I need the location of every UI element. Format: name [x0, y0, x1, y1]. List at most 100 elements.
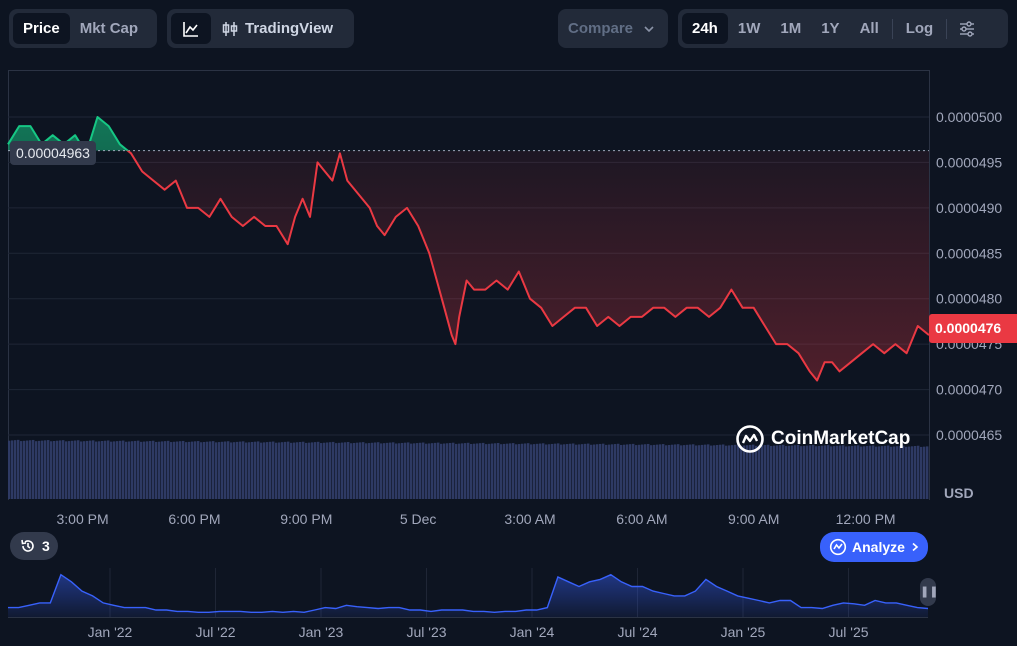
- volume-bar: [191, 441, 194, 499]
- volume-bar: [155, 441, 158, 499]
- volume-bar: [506, 443, 509, 499]
- volume-bar: [617, 443, 620, 499]
- volume-bar: [65, 441, 68, 499]
- y-tick-label: 0.0000500: [936, 109, 1002, 125]
- analyze-label: Analyze: [852, 539, 905, 555]
- volume-bar: [533, 444, 536, 499]
- volume-bar: [431, 443, 434, 499]
- volume-bar: [536, 443, 539, 499]
- volume-bar: [134, 440, 137, 499]
- volume-bar: [767, 444, 770, 499]
- volume-bar: [83, 441, 86, 499]
- volume-bar: [608, 444, 611, 499]
- volume-bar: [860, 446, 863, 499]
- compare-label: Compare: [568, 20, 634, 37]
- compare-dropdown[interactable]: Compare: [558, 9, 668, 48]
- navigator-fill: [8, 574, 928, 617]
- volume-bar: [254, 441, 257, 499]
- market-cap-tab[interactable]: Mkt Cap: [79, 20, 139, 37]
- volume-bar: [314, 442, 317, 499]
- volume-bar: [842, 445, 845, 499]
- volume-bar: [581, 444, 584, 499]
- line-chart-button[interactable]: [171, 13, 211, 44]
- volume-bar: [164, 441, 167, 499]
- volume-bar: [467, 442, 470, 499]
- volume-bar: [521, 443, 524, 499]
- volume-bar: [917, 445, 920, 499]
- volume-bar: [668, 444, 671, 499]
- range-1y-button[interactable]: 1Y: [821, 20, 840, 37]
- volume-bar: [548, 444, 551, 499]
- volume-bar: [386, 442, 389, 499]
- volume-bar: [284, 441, 287, 499]
- volume-bar: [248, 442, 251, 499]
- volume-bar: [470, 444, 473, 499]
- volume-bar: [716, 445, 719, 499]
- history-button[interactable]: 3: [10, 532, 58, 560]
- view-toggle: Price Mkt Cap: [9, 9, 157, 48]
- volume-bar: [395, 443, 398, 499]
- volume-bar: [650, 445, 653, 499]
- volume-bar: [599, 443, 602, 499]
- y-tick-label: 0.0000480: [936, 291, 1002, 307]
- volume-bar: [425, 443, 428, 499]
- volume-bar: [446, 443, 449, 499]
- volume-bar: [572, 443, 575, 499]
- volume-bar: [188, 441, 191, 499]
- tradingview-button[interactable]: TradingView: [211, 13, 343, 44]
- volume-bar: [587, 443, 590, 499]
- volume-bar: [89, 440, 92, 499]
- volume-bar: [353, 442, 356, 499]
- volume-bar: [392, 442, 395, 499]
- volume-bar: [335, 443, 338, 499]
- volume-bar: [653, 444, 656, 499]
- volume-bar: [239, 441, 242, 499]
- volume-bar: [176, 441, 179, 499]
- volume-bar: [74, 440, 77, 499]
- volume-bar: [326, 442, 329, 499]
- log-scale-button[interactable]: Log: [905, 20, 934, 37]
- range-1w-button[interactable]: 1W: [737, 20, 761, 37]
- line-chart-icon: [183, 21, 198, 37]
- volume-bar: [638, 444, 641, 499]
- volume-bar: [899, 445, 902, 499]
- volume-bar: [122, 440, 125, 499]
- volume-bar: [437, 442, 440, 499]
- navigator-handle[interactable]: ❚❚: [920, 578, 938, 606]
- volume-bar: [752, 444, 755, 499]
- volume-bar: [728, 445, 731, 499]
- volume-bar: [884, 445, 887, 499]
- volume-bar: [698, 445, 701, 499]
- volume-bar: [926, 446, 929, 499]
- x-tick-label: 9:00 AM: [728, 511, 779, 527]
- volume-bar: [680, 445, 683, 499]
- price-tab[interactable]: Price: [13, 13, 70, 44]
- volume-bar: [494, 443, 497, 499]
- volume-bar: [221, 441, 224, 499]
- volume-bar: [497, 442, 500, 499]
- range-all-button[interactable]: All: [859, 20, 879, 37]
- volume-bar: [53, 440, 56, 499]
- chart-settings-button[interactable]: [950, 13, 984, 44]
- volume-bar: [515, 444, 518, 499]
- price-line: [7, 116, 930, 382]
- volume-bar: [95, 441, 98, 499]
- volume-bar: [212, 441, 215, 499]
- volume-bar: [218, 442, 221, 499]
- volume-bar: [665, 445, 668, 499]
- volume-bar: [275, 442, 278, 499]
- volume-bar: [269, 441, 272, 499]
- range-24h-button[interactable]: 24h: [682, 13, 728, 44]
- volume-bar: [503, 443, 506, 499]
- volume-bar: [542, 443, 545, 499]
- volume-bar: [557, 443, 560, 499]
- volume-bar: [518, 444, 521, 499]
- analyze-button[interactable]: Analyze: [820, 532, 928, 562]
- volume-bar: [788, 445, 791, 499]
- range-1m-button[interactable]: 1M: [780, 20, 802, 37]
- volume-bar: [443, 443, 446, 499]
- volume-bar: [566, 444, 569, 499]
- volume-bar: [785, 446, 788, 499]
- volume-bar: [410, 443, 413, 499]
